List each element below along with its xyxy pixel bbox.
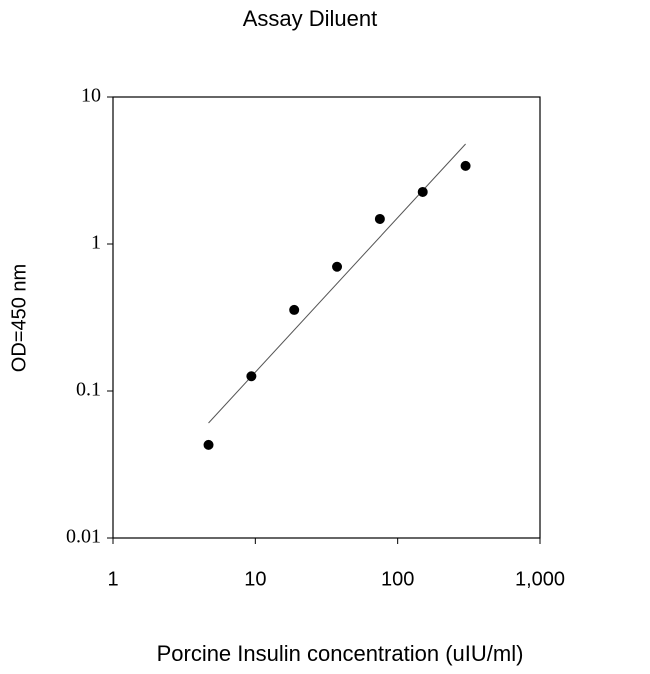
trend-line [208,143,466,424]
y-tick-label: 0.01 [66,526,101,548]
x-axis-label: Porcine Insulin concentration (uIU/ml) [157,641,524,666]
x-tick-label: 10 [244,568,266,590]
data-point [289,304,300,315]
plot-frame [112,96,541,539]
y-tick-label: 0.1 [76,379,101,401]
data-point [417,186,428,197]
x-tick-label: 1 [107,568,118,590]
chart-title: Assay Diluent [243,6,378,31]
x-tick-label: 100 [381,568,414,590]
y-axis-label: OD=450 nm [8,264,30,372]
data-point [332,261,343,272]
data-point [203,439,214,450]
data-point [246,371,257,382]
y-tick-label: 1 [91,232,101,254]
y-tick-label: 10 [81,85,101,107]
data-point [374,213,385,224]
x-tick-label: 1,000 [515,568,565,590]
data-point [460,160,471,171]
